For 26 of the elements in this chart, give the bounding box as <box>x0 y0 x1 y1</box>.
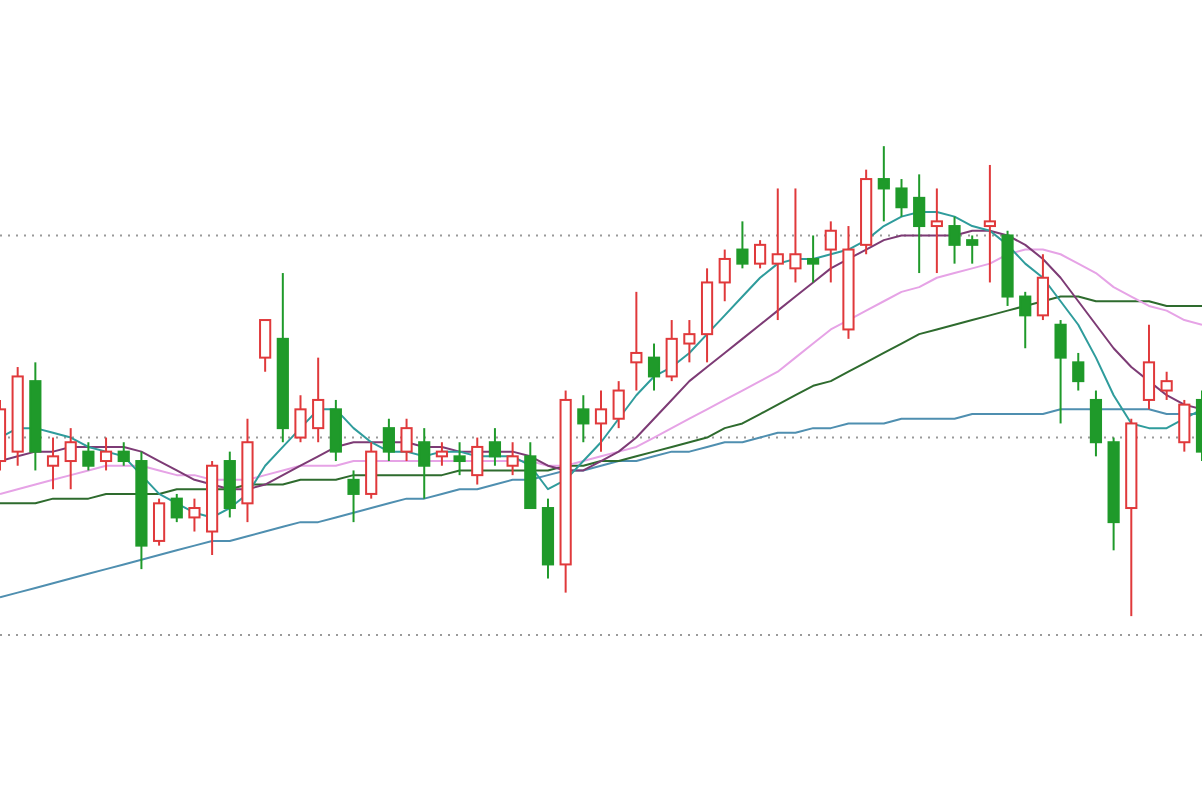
candlestick <box>29 361 42 472</box>
candlestick <box>771 187 784 322</box>
candlestick <box>594 389 608 453</box>
candlestick <box>453 441 466 477</box>
candlestick <box>488 427 502 467</box>
candlestick <box>877 145 890 223</box>
candlestick <box>789 187 802 284</box>
candlestick <box>46 436 60 491</box>
candlestick <box>842 225 855 340</box>
candlestick <box>577 394 590 444</box>
candlestick <box>807 234 820 284</box>
candlestick <box>276 272 289 444</box>
candlestick <box>913 173 926 275</box>
candlestick <box>700 267 714 364</box>
candlestick <box>824 220 837 284</box>
candlestick <box>930 187 943 275</box>
candlestick <box>312 356 325 444</box>
candlestick <box>683 319 696 364</box>
candlestick <box>418 427 431 500</box>
candlestick <box>435 441 449 467</box>
candlestick <box>630 290 643 392</box>
candlestick <box>64 427 77 491</box>
candlestick <box>647 342 661 392</box>
candlestick <box>983 163 996 284</box>
candlestick <box>347 469 360 524</box>
candlestick <box>241 417 254 524</box>
